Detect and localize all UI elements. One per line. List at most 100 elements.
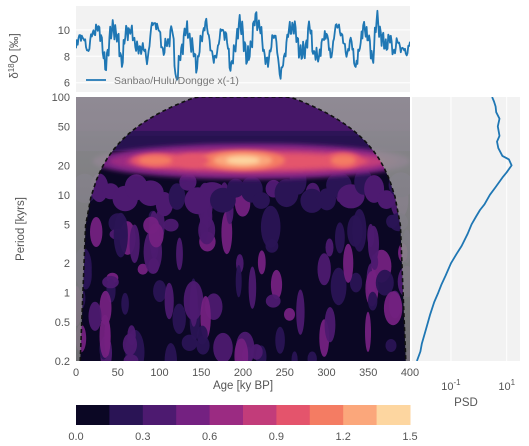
colorbar-swatch	[109, 405, 144, 425]
wavelet-power-blob	[324, 307, 336, 343]
wavelet-power-blob	[176, 237, 183, 271]
wavelet-power-blob	[199, 204, 209, 243]
psd-xlabel: PSD	[454, 397, 478, 409]
wavelet-power-blob	[148, 223, 164, 248]
psd-line	[416, 97, 513, 361]
colorbar-swatch	[76, 405, 110, 425]
wavelet-xtick-label: 50	[112, 367, 124, 379]
colorbar-ticks: 0.0 0.3 0.6 0.9 1.2 1.5	[68, 431, 417, 443]
wavelet-power-blob	[260, 205, 281, 248]
wavelet-ytick-label: 1	[64, 288, 70, 300]
wavelet-power-blob	[317, 253, 331, 286]
wavelet-power-blob	[325, 238, 334, 257]
colorbar: 0.0 0.3 0.6 0.9 1.2 1.5	[68, 405, 418, 443]
colorbar-swatch	[343, 405, 378, 425]
wavelet-power-peak	[226, 156, 260, 165]
wavelet-power-blob	[377, 190, 396, 210]
wavelet-xtick-label: 0	[73, 367, 79, 379]
wavelet-ytick-label: 50	[58, 121, 70, 133]
wavelet-xtick-label: 100	[150, 367, 168, 379]
wavelet-power-blob	[275, 326, 285, 354]
wavelet-power-blob	[368, 225, 379, 263]
wavelet-ytick-label: 2	[64, 258, 70, 270]
colorbar-swatches	[76, 405, 411, 425]
colorbar-tick-label: 1.2	[336, 431, 351, 443]
wavelet-yticks: 0.2 0.5 1 2 5 10 20 50 100	[52, 92, 70, 368]
timeseries-ylabel: δ18O [‰]	[7, 33, 21, 78]
wavelet-xtick-label: 200	[234, 367, 252, 379]
cone-of-influence-mask	[76, 97, 410, 361]
colorbar-tick-label: 0.0	[68, 431, 83, 443]
wavelet-xticks: 0 50 100 150 200 250 300 350 400	[73, 367, 419, 379]
timeseries-legend: Sanbao/Hulu/Dongge x(-1)	[86, 75, 239, 87]
wavelet-power-peak	[330, 154, 356, 166]
wavelet-power-blob	[172, 303, 186, 334]
psd-grid	[450, 97, 508, 361]
colorbar-swatch	[376, 405, 411, 425]
wavelet-power-blob	[155, 192, 173, 217]
wavelet-power-blob	[257, 250, 266, 275]
wavelet-power-blob	[113, 212, 128, 258]
psd-panel: 10-1 101 PSD	[412, 97, 520, 409]
colorbar-swatch	[209, 405, 244, 425]
wavelet-power-blob	[90, 217, 103, 247]
wavelet-ytick-label: 5	[64, 219, 70, 231]
wavelet-power-blob	[213, 332, 233, 361]
wavelet-ytick-label: 0.5	[55, 317, 70, 329]
ts-ytick-label: 8	[64, 51, 70, 63]
colorbar-tick-label: 0.6	[202, 431, 217, 443]
wavelet-power-blob	[181, 334, 198, 351]
psd-xticks: 10-1 101	[441, 378, 515, 393]
wavelet-ylabel: Period [kyrs]	[15, 197, 27, 261]
wavelet-power-blob	[153, 280, 167, 303]
wavelet-power-blob	[347, 215, 363, 247]
wavelet-power-blob	[291, 351, 298, 361]
wavelet-ytick-label: 100	[52, 92, 70, 104]
wavelet-panel: 0 50 100 150 200 250 300 350 400 0.2 0.5 1 2 5 10 20 50…	[15, 92, 419, 392]
ts-ytick-label: 6	[64, 78, 70, 90]
wavelet-power-blob	[248, 266, 257, 309]
wavelet-power-blob	[123, 354, 139, 361]
wavelet-xtick-label: 300	[317, 367, 335, 379]
colorbar-swatch	[176, 405, 211, 425]
colorbar-swatch	[309, 405, 344, 425]
psd-xtick-label: 10-1	[441, 378, 461, 393]
colorbar-swatch	[243, 405, 277, 425]
wavelet-power-blob	[121, 292, 129, 315]
legend-label: Sanbao/Hulu/Dongge x(-1)	[114, 75, 239, 87]
wavelet-power-blob	[137, 263, 148, 275]
wavelet-power-blob	[88, 301, 102, 331]
colorbar-tick-label: 1.5	[402, 431, 417, 443]
wavelet-power-blob	[365, 311, 371, 352]
colorbar-swatch	[142, 405, 177, 425]
wavelet-power-blob	[270, 269, 283, 300]
colorbar-tick-label: 0.3	[135, 431, 150, 443]
wavelet-power-blob	[122, 333, 137, 356]
wavelet-xtick-label: 250	[276, 367, 294, 379]
wavelet-power-blob	[375, 269, 394, 296]
wavelet-power-blob	[99, 290, 112, 325]
wavelet-power-blob	[284, 308, 295, 321]
wavelet-power-blob	[343, 243, 354, 283]
wavelet-power-blob	[183, 281, 204, 321]
wavelet-xtick-label: 150	[192, 367, 210, 379]
wavelet-power-blob	[368, 291, 378, 311]
wavelet-power-blob	[196, 325, 208, 345]
timeseries-line	[76, 9, 410, 81]
wavelet-power-blob	[164, 343, 177, 361]
cone-of-influence-line	[79, 97, 407, 361]
wavelet-power-blob	[163, 218, 179, 232]
wavelet-power-blob	[102, 275, 119, 289]
wavelet-power-blob	[383, 291, 403, 326]
wavelet-power-blob	[164, 282, 174, 320]
wavelet-power-blob	[234, 338, 249, 361]
wavelet-power-peak	[138, 155, 173, 166]
wavelet-ytick-label: 10	[58, 190, 70, 202]
wavelet-power-blob	[349, 272, 363, 293]
wavelet-xtick-label: 400	[401, 367, 419, 379]
wavelet-ytick-label: 20	[58, 160, 70, 172]
wavelet-power-blob	[252, 192, 270, 209]
wavelet-power-blob	[265, 294, 281, 308]
wavelet-power-blob	[235, 265, 242, 298]
colorbar-tick-label: 0.9	[269, 431, 284, 443]
